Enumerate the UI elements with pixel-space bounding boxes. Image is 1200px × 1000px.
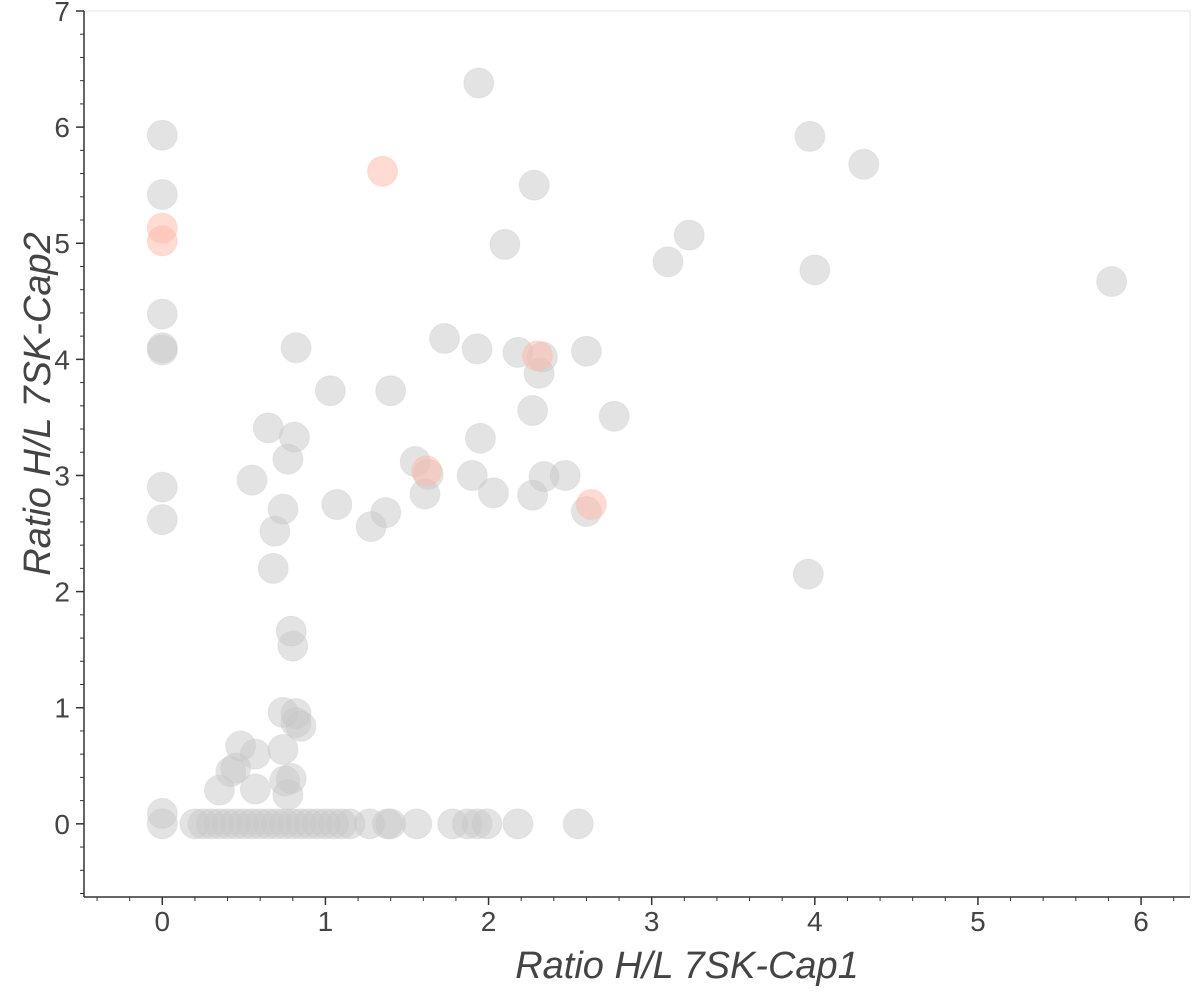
x-tick-label: 2 [481,906,497,937]
data-point [1096,266,1128,298]
data-point [489,228,521,260]
data-point [146,298,178,330]
data-point [518,169,550,201]
data-point [146,504,178,536]
data-point [471,808,503,840]
data-point [321,489,353,521]
data-point [314,375,346,407]
data-point [456,459,488,491]
data-point [252,412,284,444]
x-axis-title: Ratio H/L 7SK-Cap1 [515,945,859,987]
data-point [355,511,387,543]
data-point-highlight [575,489,607,521]
data-point [549,459,581,491]
y-tick-label: 5 [54,228,70,259]
y-tick-label: 2 [54,577,70,608]
data-point [146,471,178,503]
data-point [562,808,594,840]
x-tick-label: 6 [1133,906,1149,937]
data-point [272,779,304,811]
data-point [517,394,549,426]
data-point [652,246,684,278]
data-point [792,558,824,590]
data-point [277,630,309,662]
data-point [598,400,630,432]
data-point [146,119,178,151]
y-tick-label: 7 [54,0,70,27]
data-point-highlight [146,225,178,257]
data-point [267,734,299,766]
data-point [259,515,291,547]
y-tick-label: 4 [54,344,70,375]
points-layer [146,67,1128,840]
y-tick-label: 1 [54,693,70,724]
x-tick-label: 5 [970,906,986,937]
data-point [461,333,493,365]
data-point [203,774,235,806]
data-point [401,808,433,840]
data-point-highlight [411,455,443,487]
data-point [463,67,495,99]
data-point [673,219,705,251]
data-point [375,808,407,840]
x-tick-label: 0 [155,906,171,937]
data-point [477,477,509,509]
x-tick-label: 4 [807,906,823,937]
data-point [502,808,534,840]
data-point-highlight [367,155,399,187]
x-tick-label: 1 [318,906,334,937]
data-point [146,178,178,210]
data-point [285,710,317,742]
y-tick-label: 0 [54,809,70,840]
data-point [236,464,268,496]
data-point [429,322,461,354]
data-point [272,443,304,475]
data-point [239,773,271,805]
data-point-highlight [521,340,553,372]
data-point [464,422,496,454]
data-point [257,552,289,584]
data-point [799,254,831,286]
data-point [280,332,312,364]
axes-layer: 0 1 2 3 4 5 6 0 1 2 3 4 5 6 7 [54,0,1191,937]
y-axis-title: Ratio H/L 7SK-Cap2 [17,232,59,576]
x-tick-label: 3 [644,906,660,937]
data-point [146,334,178,366]
y-tick-label: 6 [54,112,70,143]
data-point [794,120,826,152]
y-tick-label: 3 [54,460,70,491]
data-point [146,808,178,840]
data-point [570,335,602,367]
data-point [517,479,549,511]
data-point [375,375,407,407]
data-point [848,148,880,180]
